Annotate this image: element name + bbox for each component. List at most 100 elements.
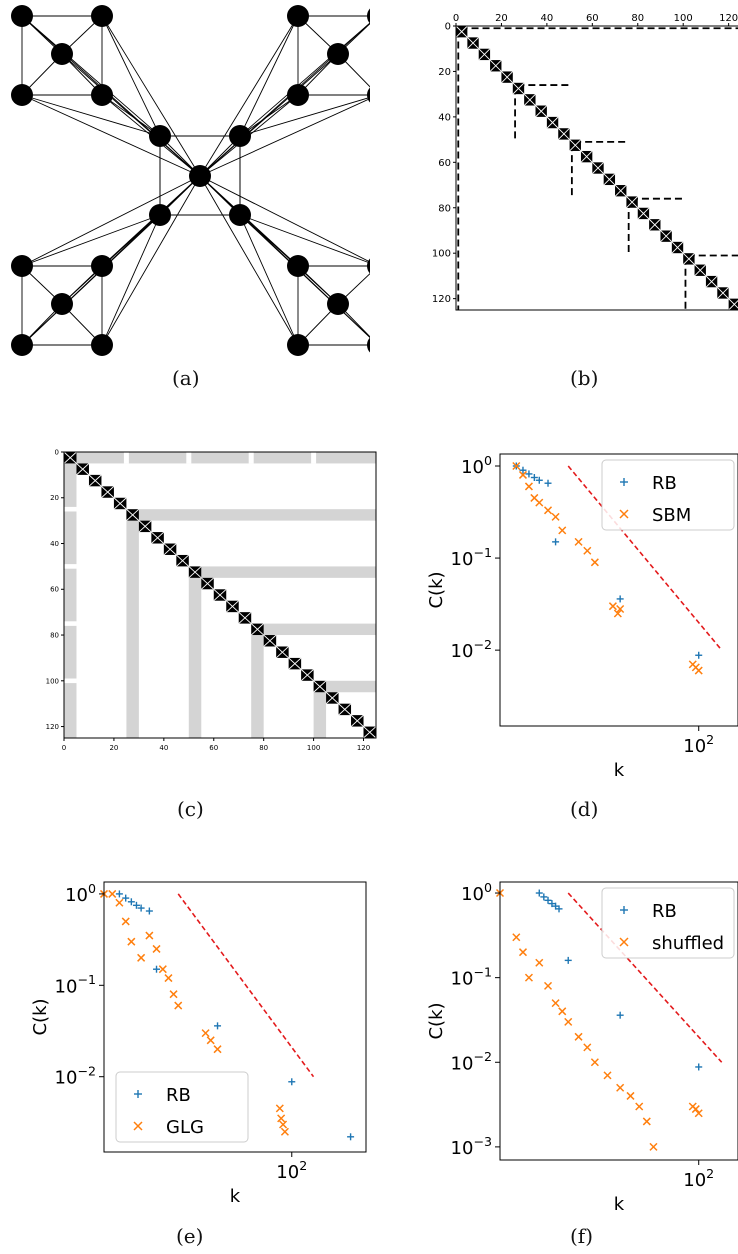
edge — [239, 214, 370, 339]
diag-cross — [614, 184, 627, 197]
panel-d-scatter: 100 10−1 10−2 102 k C(k) RB SBM — [426, 453, 738, 781]
edge — [101, 15, 201, 177]
diag-cross — [138, 520, 152, 533]
caption-e: (e) — [176, 1224, 204, 1248]
band-gap — [186, 452, 192, 464]
diag-cross — [455, 25, 468, 38]
GLG-point — [115, 898, 124, 907]
node — [91, 84, 113, 106]
GLG-point — [201, 1029, 210, 1038]
x-stroke — [158, 965, 167, 974]
x-stroke — [279, 1120, 288, 1129]
panel-e-scatter: 100 10−1 10−2 102 k C(k) RB GLG — [30, 881, 367, 1207]
RB-point — [616, 1011, 624, 1019]
diag-cross — [188, 566, 202, 579]
diag-cross — [200, 577, 215, 590]
x-stroke — [574, 537, 583, 546]
diag-cross — [263, 634, 277, 647]
RB-point — [564, 956, 572, 964]
diag-cross — [603, 173, 616, 186]
GLG-point — [174, 1001, 183, 1010]
x-tick-label: 20 — [495, 13, 508, 24]
RB-point — [347, 1133, 355, 1141]
SBM-point — [543, 506, 553, 515]
diag-cross — [569, 139, 582, 152]
x-stroke — [616, 1083, 625, 1092]
x-tick-label: 100 — [674, 13, 693, 24]
RB-point — [544, 479, 552, 487]
y-tick-label: 100 — [46, 677, 59, 685]
x-stroke — [543, 981, 553, 990]
y-tick-label: 40 — [50, 540, 59, 548]
diag-cross — [76, 463, 90, 476]
y-axis-label: C(k) — [30, 998, 51, 1035]
matrix-frame — [63, 451, 377, 739]
RB-point — [137, 904, 145, 912]
y-tick-label: 20 — [438, 67, 451, 78]
y-tick-label: 20 — [50, 494, 59, 502]
caption-f: (f) — [570, 1224, 594, 1248]
x-stroke — [512, 461, 521, 471]
y-tick-label: 10−1 — [451, 965, 492, 990]
x-stroke — [613, 609, 622, 618]
diag-cross — [325, 691, 339, 705]
y-tick-label: 120 — [46, 723, 59, 731]
band-gap — [311, 452, 317, 464]
y-tick-label: 10−1 — [451, 545, 492, 570]
band-gap — [64, 564, 77, 569]
node — [327, 293, 349, 315]
edge — [101, 94, 161, 137]
diag-cross — [637, 207, 650, 220]
RB-point — [127, 898, 135, 906]
legend-box — [601, 887, 735, 959]
x-stroke — [524, 973, 533, 982]
node — [229, 125, 251, 147]
diag-cross — [288, 657, 302, 670]
grey-band-row — [138, 509, 376, 521]
shuffled-point — [551, 999, 560, 1008]
node — [287, 255, 309, 277]
edge — [199, 175, 370, 263]
x-stroke — [535, 958, 544, 967]
edge — [101, 214, 161, 346]
y-axis-label: C(k) — [426, 1002, 447, 1039]
y-tick-label: 100 — [461, 453, 492, 478]
x-tick-label: 60 — [209, 744, 218, 752]
edge — [239, 94, 299, 137]
caption-a: (a) — [172, 366, 200, 390]
legend-marker — [619, 509, 629, 519]
band-gap — [64, 506, 77, 512]
GLG-point — [213, 1045, 222, 1054]
x-stroke — [694, 666, 703, 675]
x-stroke — [201, 1029, 210, 1038]
band-gap — [248, 452, 254, 464]
edge — [21, 15, 161, 137]
shuffled-point — [635, 1102, 644, 1111]
legend-marker — [133, 1121, 143, 1131]
diag-cross — [705, 275, 718, 288]
diag-cross — [238, 611, 252, 624]
inner-square — [159, 135, 241, 216]
grey-band-col — [188, 577, 202, 738]
diag-cross — [313, 680, 327, 693]
x-stroke — [694, 1109, 703, 1118]
x-stroke — [169, 990, 178, 999]
legend-label: shuffled — [652, 933, 724, 954]
diag-cross — [250, 623, 264, 636]
node — [367, 8, 370, 24]
panel-c-matrix: 0 20 40 60 80 100 120 0 20 40 60 80 100 120 — [46, 448, 377, 752]
diag-cross — [580, 150, 593, 163]
x-stroke — [649, 1142, 658, 1151]
SBM-point — [616, 604, 625, 614]
RB-point — [552, 538, 560, 546]
x-stroke — [277, 1114, 286, 1123]
x-stroke — [642, 1117, 651, 1126]
RB-point — [540, 893, 548, 901]
y-tick-label: 10−2 — [55, 1064, 96, 1089]
shuffled-point — [603, 1071, 612, 1080]
diag-cross — [489, 59, 502, 72]
diag-cross — [126, 508, 140, 521]
edge — [239, 22, 370, 137]
edge — [101, 175, 201, 346]
reference-line — [177, 893, 315, 1078]
